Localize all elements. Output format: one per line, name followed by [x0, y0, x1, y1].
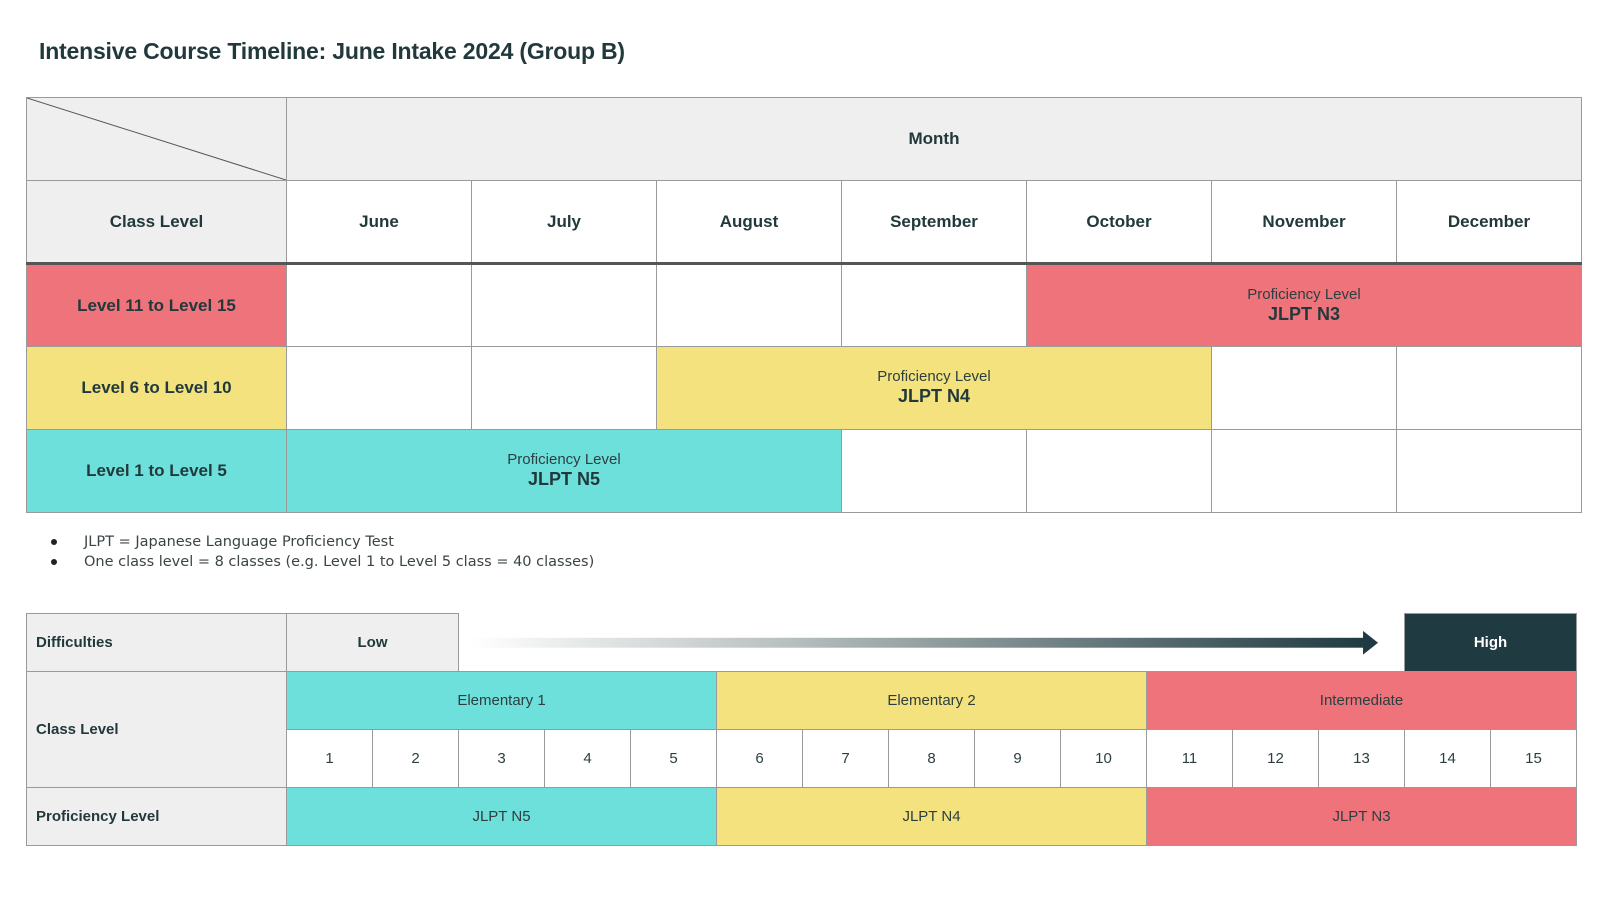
empty-cell — [1211, 346, 1397, 430]
note-item: JLPT = Japanese Language Proficiency Tes… — [50, 532, 594, 552]
level-cell: 1 — [286, 729, 373, 788]
level-cell: 15 — [1490, 729, 1577, 788]
bar-sub-label: Proficiency Level — [877, 368, 991, 386]
timeline-row: Level 11 to Level 15 Proficiency Level J… — [26, 263, 1582, 347]
low-label: Low — [286, 613, 459, 672]
empty-cell — [1396, 346, 1582, 430]
difficulties-label: Difficulties — [26, 613, 287, 672]
month-july: July — [471, 180, 657, 265]
month-october: October — [1026, 180, 1212, 265]
difficulty-arrow — [458, 613, 1405, 672]
group-elementary-2: Elementary 2 — [716, 671, 1147, 730]
level-cell: 9 — [974, 729, 1061, 788]
empty-cell — [1211, 429, 1397, 513]
level-cell: 5 — [630, 729, 717, 788]
month-november: November — [1211, 180, 1397, 265]
level-cell: 6 — [716, 729, 803, 788]
diagonal-divider — [27, 98, 286, 180]
empty-cell — [841, 263, 1027, 347]
n3-bar: Proficiency Level JLPT N3 — [1026, 263, 1582, 347]
class-level-header: Class Level — [26, 180, 287, 265]
empty-cell — [286, 346, 472, 430]
notes-list: JLPT = Japanese Language Proficiency Tes… — [50, 532, 594, 572]
level-cell: 14 — [1404, 729, 1491, 788]
timeline-row: Level 1 to Level 5 Proficiency Level JLP… — [26, 429, 1582, 513]
empty-cell — [656, 263, 842, 347]
group-intermediate: Intermediate — [1146, 671, 1577, 730]
corner-cell — [26, 97, 287, 181]
month-december: December — [1396, 180, 1582, 265]
level-cell: 11 — [1146, 729, 1233, 788]
gradient-arrow-icon — [470, 630, 1379, 655]
month-header: Month — [286, 97, 1582, 181]
proficiency-level-label: Proficiency Level — [26, 787, 287, 846]
note-item: One class level = 8 classes (e.g. Level … — [50, 552, 594, 572]
level-cell: 7 — [802, 729, 889, 788]
timeline-row: Level 6 to Level 10 Proficiency Level JL… — [26, 346, 1582, 430]
difficulty-table: Difficulties Low High Class Level Elemen… — [26, 613, 1577, 846]
level-cell: 8 — [888, 729, 975, 788]
month-september: September — [841, 180, 1027, 265]
level-cell: 13 — [1318, 729, 1405, 788]
proficiency-n5: JLPT N5 — [286, 787, 717, 846]
level-cell: 4 — [544, 729, 631, 788]
bar-main-label: JLPT N4 — [897, 386, 971, 407]
n4-bar: Proficiency Level JLPT N4 — [656, 346, 1212, 430]
class-level-label: Class Level — [26, 671, 287, 788]
month-june: June — [286, 180, 472, 265]
timeline-table: Month Class Level June July August Septe… — [26, 97, 1582, 513]
group-elementary-1: Elementary 1 — [286, 671, 717, 730]
bar-main-label: JLPT N5 — [527, 469, 601, 490]
page-title: Intensive Course Timeline: June Intake 2… — [39, 38, 625, 64]
month-august: August — [656, 180, 842, 265]
n5-bar: Proficiency Level JLPT N5 — [286, 429, 842, 513]
empty-cell — [286, 263, 472, 347]
empty-cell — [471, 263, 657, 347]
empty-cell — [1026, 429, 1212, 513]
proficiency-n4: JLPT N4 — [716, 787, 1147, 846]
bar-main-label: JLPT N3 — [1267, 303, 1341, 324]
high-label: High — [1404, 613, 1577, 672]
level-cell: 3 — [458, 729, 545, 788]
level-cell: 12 — [1232, 729, 1319, 788]
proficiency-n3: JLPT N3 — [1146, 787, 1577, 846]
empty-cell — [1396, 429, 1582, 513]
empty-cell — [841, 429, 1027, 513]
empty-cell — [471, 346, 657, 430]
row-label: Level 11 to Level 15 — [26, 263, 287, 347]
level-cell: 2 — [372, 729, 459, 788]
bar-sub-label: Proficiency Level — [507, 451, 621, 469]
row-label: Level 6 to Level 10 — [26, 346, 287, 430]
row-label: Level 1 to Level 5 — [26, 429, 287, 513]
bar-sub-label: Proficiency Level — [1247, 285, 1361, 303]
level-cell: 10 — [1060, 729, 1147, 788]
